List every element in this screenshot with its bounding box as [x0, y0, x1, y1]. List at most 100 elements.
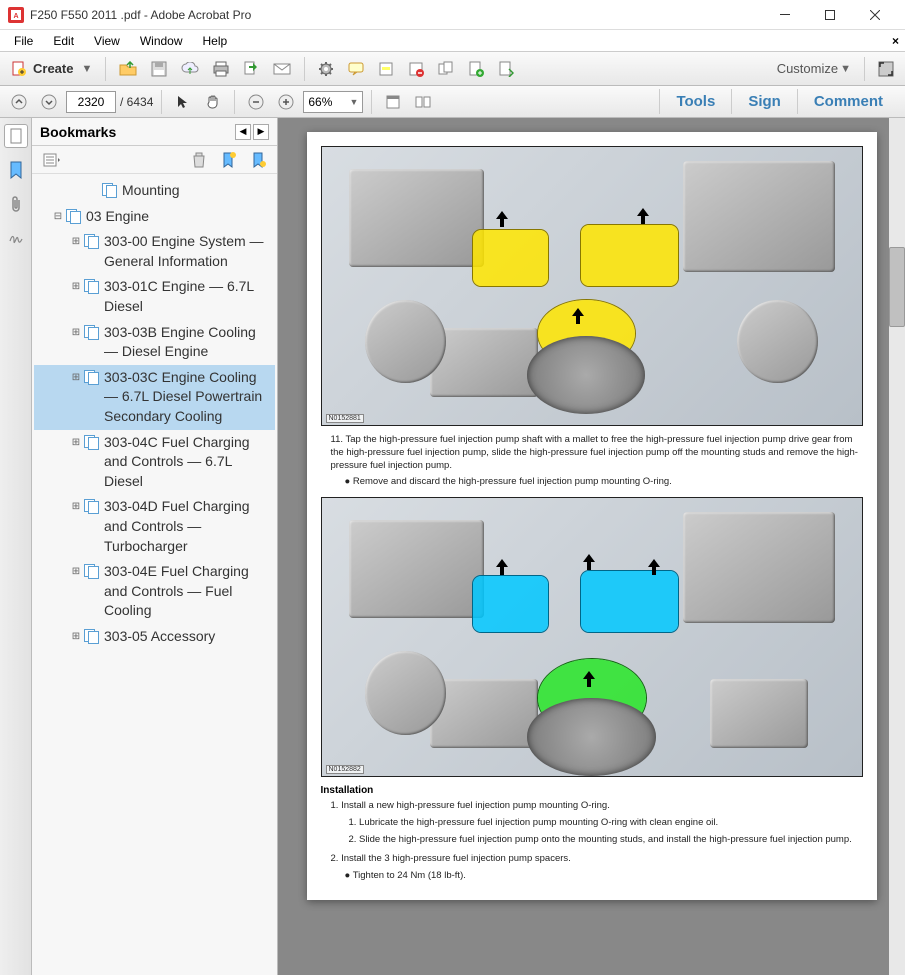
page-number-input[interactable] — [66, 91, 116, 113]
create-button[interactable]: Create ▼ — [6, 56, 97, 82]
bookmark-item-9[interactable]: ⊞303-05 Accessory — [34, 624, 275, 650]
email-button[interactable] — [268, 56, 296, 82]
export-icon — [243, 61, 259, 77]
highlight-button[interactable] — [373, 56, 399, 82]
zoom-input[interactable]: 66%▼ — [303, 91, 363, 113]
tab-comment[interactable]: Comment — [797, 89, 899, 114]
organize-icon — [498, 61, 514, 77]
minimize-button[interactable] — [762, 1, 807, 29]
document-area[interactable]: N0152881 11. Tap the high-pressure fuel … — [278, 118, 905, 975]
bookmark-pages-icon — [84, 564, 100, 578]
arrow-down-icon — [41, 94, 57, 110]
page-up-button[interactable] — [6, 89, 32, 115]
engine-diagram-2: N0152882 — [321, 497, 863, 777]
dropdown-icon: ▼ — [349, 97, 358, 107]
bookmark-expand-icon[interactable]: ⊞ — [70, 235, 82, 249]
hand-icon — [205, 94, 221, 110]
bookmark-expand-icon[interactable]: ⊞ — [70, 565, 82, 579]
menu-file[interactable]: File — [4, 32, 43, 50]
bookmark-pages-icon — [102, 183, 118, 197]
rail-thumbnails-button[interactable] — [4, 124, 28, 148]
bookmark-expand-icon[interactable]: ⊞ — [70, 371, 82, 385]
menubar-close-icon[interactable]: × — [892, 34, 899, 48]
bookmark-expand-icon[interactable]: ⊞ — [70, 436, 82, 450]
step-11-bullet: ● Remove and discard the high-pressure f… — [321, 476, 863, 489]
menu-edit[interactable]: Edit — [43, 32, 84, 50]
svg-text:A: A — [13, 13, 18, 20]
rail-bookmarks-button[interactable] — [4, 158, 28, 182]
zoom-in-button[interactable] — [273, 89, 299, 115]
gear-button[interactable] — [313, 56, 339, 82]
organize-button[interactable] — [493, 56, 519, 82]
menu-window[interactable]: Window — [130, 32, 193, 50]
close-button[interactable] — [852, 1, 897, 29]
bookmark-item-6[interactable]: ⊞303-04C Fuel Charging and Controls — 6.… — [34, 430, 275, 495]
menu-view[interactable]: View — [84, 32, 130, 50]
bookmark-pages-icon — [84, 370, 100, 384]
pdf-page: N0152881 11. Tap the high-pressure fuel … — [307, 132, 877, 900]
customize-button[interactable]: Customize ▼ — [772, 56, 856, 82]
open-button[interactable] — [114, 56, 142, 82]
bookmark-item-7[interactable]: ⊞303-04D Fuel Charging and Controls — Tu… — [34, 494, 275, 559]
bookmark-expand-icon[interactable]: ⊞ — [70, 500, 82, 514]
navigation-toolbar: / 6434 66%▼ Tools Sign Comment — [0, 86, 905, 118]
select-tool-button[interactable] — [170, 89, 196, 115]
bookmark-item-3[interactable]: ⊞303-01C Engine — 6.7L Diesel — [34, 274, 275, 319]
bookmarks-tree[interactable]: Mounting⊟03 Engine⊞303-00 Engine System … — [32, 174, 277, 975]
zoom-out-button[interactable] — [243, 89, 269, 115]
bookmarks-collapse-right[interactable]: ▶ — [253, 124, 269, 140]
bookmark-icon — [9, 161, 23, 179]
scrollbar-thumb[interactable] — [889, 247, 905, 327]
fullscreen-button[interactable] — [873, 56, 899, 82]
export-button[interactable] — [238, 56, 264, 82]
bookmark-pages-icon — [84, 499, 100, 513]
page-total-label: / 6434 — [120, 95, 153, 109]
dropdown-icon: ▼ — [81, 63, 92, 75]
rail-attachments-button[interactable] — [4, 192, 28, 216]
bookmark-item-1[interactable]: ⊟03 Engine — [34, 204, 275, 230]
tab-tools[interactable]: Tools — [659, 89, 731, 114]
page-down-button[interactable] — [36, 89, 62, 115]
print-icon — [213, 61, 229, 77]
bookmarks-delete-button[interactable] — [187, 150, 211, 170]
create-label: Create — [27, 61, 79, 76]
view-mode-button[interactable] — [380, 89, 406, 115]
bookmark-item-0[interactable]: Mounting — [34, 178, 275, 204]
add-page-button[interactable] — [463, 56, 489, 82]
cursor-icon — [175, 94, 191, 110]
bookmark-item-2[interactable]: ⊞303-00 Engine System — General Informat… — [34, 229, 275, 274]
bookmarks-collapse-left[interactable]: ◀ — [235, 124, 251, 140]
document-scrollbar[interactable] — [889, 118, 905, 975]
bookmarks-options-button[interactable] — [38, 150, 66, 170]
bookmarks-new-button[interactable] — [217, 150, 241, 170]
redact-button[interactable] — [403, 56, 429, 82]
tab-sign[interactable]: Sign — [731, 89, 797, 114]
combine-button[interactable] — [433, 56, 459, 82]
cloud-button[interactable] — [176, 56, 204, 82]
comment-tool-button[interactable] — [343, 56, 369, 82]
bookmark-label: 303-03B Engine Cooling — Diesel Engine — [104, 323, 273, 362]
bookmarks-new-from-button[interactable] — [247, 150, 271, 170]
right-tabs: Tools Sign Comment — [659, 89, 899, 114]
bookmark-expand-icon[interactable]: ⊞ — [70, 630, 82, 644]
hand-tool-button[interactable] — [200, 89, 226, 115]
save-button[interactable] — [146, 56, 172, 82]
menubar: File Edit View Window Help × — [0, 30, 905, 52]
bookmark-expand-icon[interactable]: ⊞ — [70, 326, 82, 340]
print-button[interactable] — [208, 56, 234, 82]
left-rail — [0, 118, 32, 975]
bookmark-pages-icon — [84, 325, 100, 339]
cloud-icon — [181, 62, 199, 76]
maximize-button[interactable] — [807, 1, 852, 29]
rail-signatures-button[interactable] — [4, 226, 28, 250]
reading-mode-button[interactable] — [410, 89, 436, 115]
bookmark-item-4[interactable]: ⊞ 303-03B Engine Cooling — Diesel Engine — [34, 320, 275, 365]
menu-help[interactable]: Help — [193, 32, 238, 50]
install-step-2-bullet: ● Tighten to 24 Nm (18 lb-ft). — [321, 870, 863, 883]
bookmark-expand-icon[interactable]: ⊞ — [70, 280, 82, 294]
bookmark-item-8[interactable]: ⊞303-04E Fuel Charging and Controls — Fu… — [34, 559, 275, 624]
bookmark-item-5[interactable]: ⊞303-03C Engine Cooling — 6.7L Diesel Po… — [34, 365, 275, 430]
folder-open-icon — [119, 61, 137, 77]
bookmark-expand-icon[interactable]: ⊟ — [52, 210, 64, 224]
arrow-up-icon — [11, 94, 27, 110]
